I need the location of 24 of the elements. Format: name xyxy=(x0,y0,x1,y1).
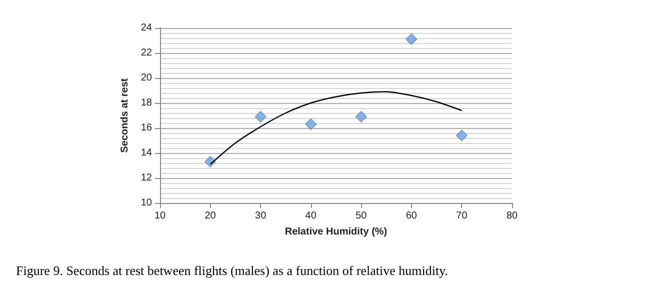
y-tick-label: 12 xyxy=(140,172,152,184)
y-tick-label: 10 xyxy=(140,198,152,208)
y-tick-label: 18 xyxy=(140,98,152,108)
x-tick-label: 10 xyxy=(154,210,166,222)
x-tick-label: 80 xyxy=(506,210,518,222)
point xyxy=(305,118,317,130)
point xyxy=(254,110,266,123)
x-tick-label: 20 xyxy=(204,210,216,222)
y-tick-label: 22 xyxy=(140,48,152,58)
point xyxy=(456,130,468,142)
y-tick-label: 20 xyxy=(140,72,152,84)
point xyxy=(355,110,367,123)
caption: Figure 9. Seconds at rest between flights (males) as a function of relative humidity. xyxy=(16,263,448,278)
x-tick-label: 40 xyxy=(305,210,317,222)
y-tick-label: 16 xyxy=(140,122,152,134)
x-tick-label: 50 xyxy=(356,210,368,222)
x-tick-label: 70 xyxy=(456,210,468,222)
y-axis-title: Seconds at rest xyxy=(119,78,130,153)
x-axis-title: Relative Humidity (%) xyxy=(284,226,388,238)
y-tick-label: 24 xyxy=(140,22,152,34)
y-tick-label: 14 xyxy=(140,148,152,158)
point xyxy=(406,33,418,46)
x-tick-label: 60 xyxy=(406,210,418,222)
x-tick-label: 30 xyxy=(255,210,267,222)
